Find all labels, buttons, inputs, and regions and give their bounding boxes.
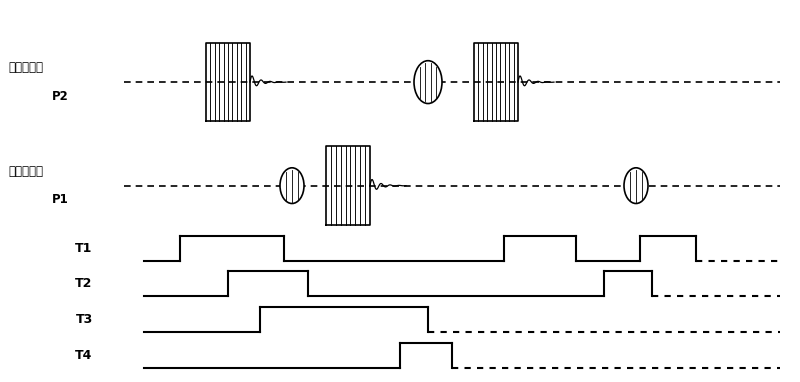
Text: 第二传感器: 第二传感器 [8, 62, 43, 74]
Ellipse shape [280, 168, 304, 204]
Text: 第一传感器: 第一传感器 [8, 165, 43, 178]
Text: P2: P2 [52, 90, 69, 103]
Text: T4: T4 [75, 349, 93, 362]
Text: T3: T3 [75, 313, 93, 326]
Text: P1: P1 [52, 193, 69, 206]
Text: T1: T1 [75, 242, 93, 255]
Text: T2: T2 [75, 277, 93, 290]
Ellipse shape [414, 61, 442, 104]
Ellipse shape [624, 168, 648, 204]
